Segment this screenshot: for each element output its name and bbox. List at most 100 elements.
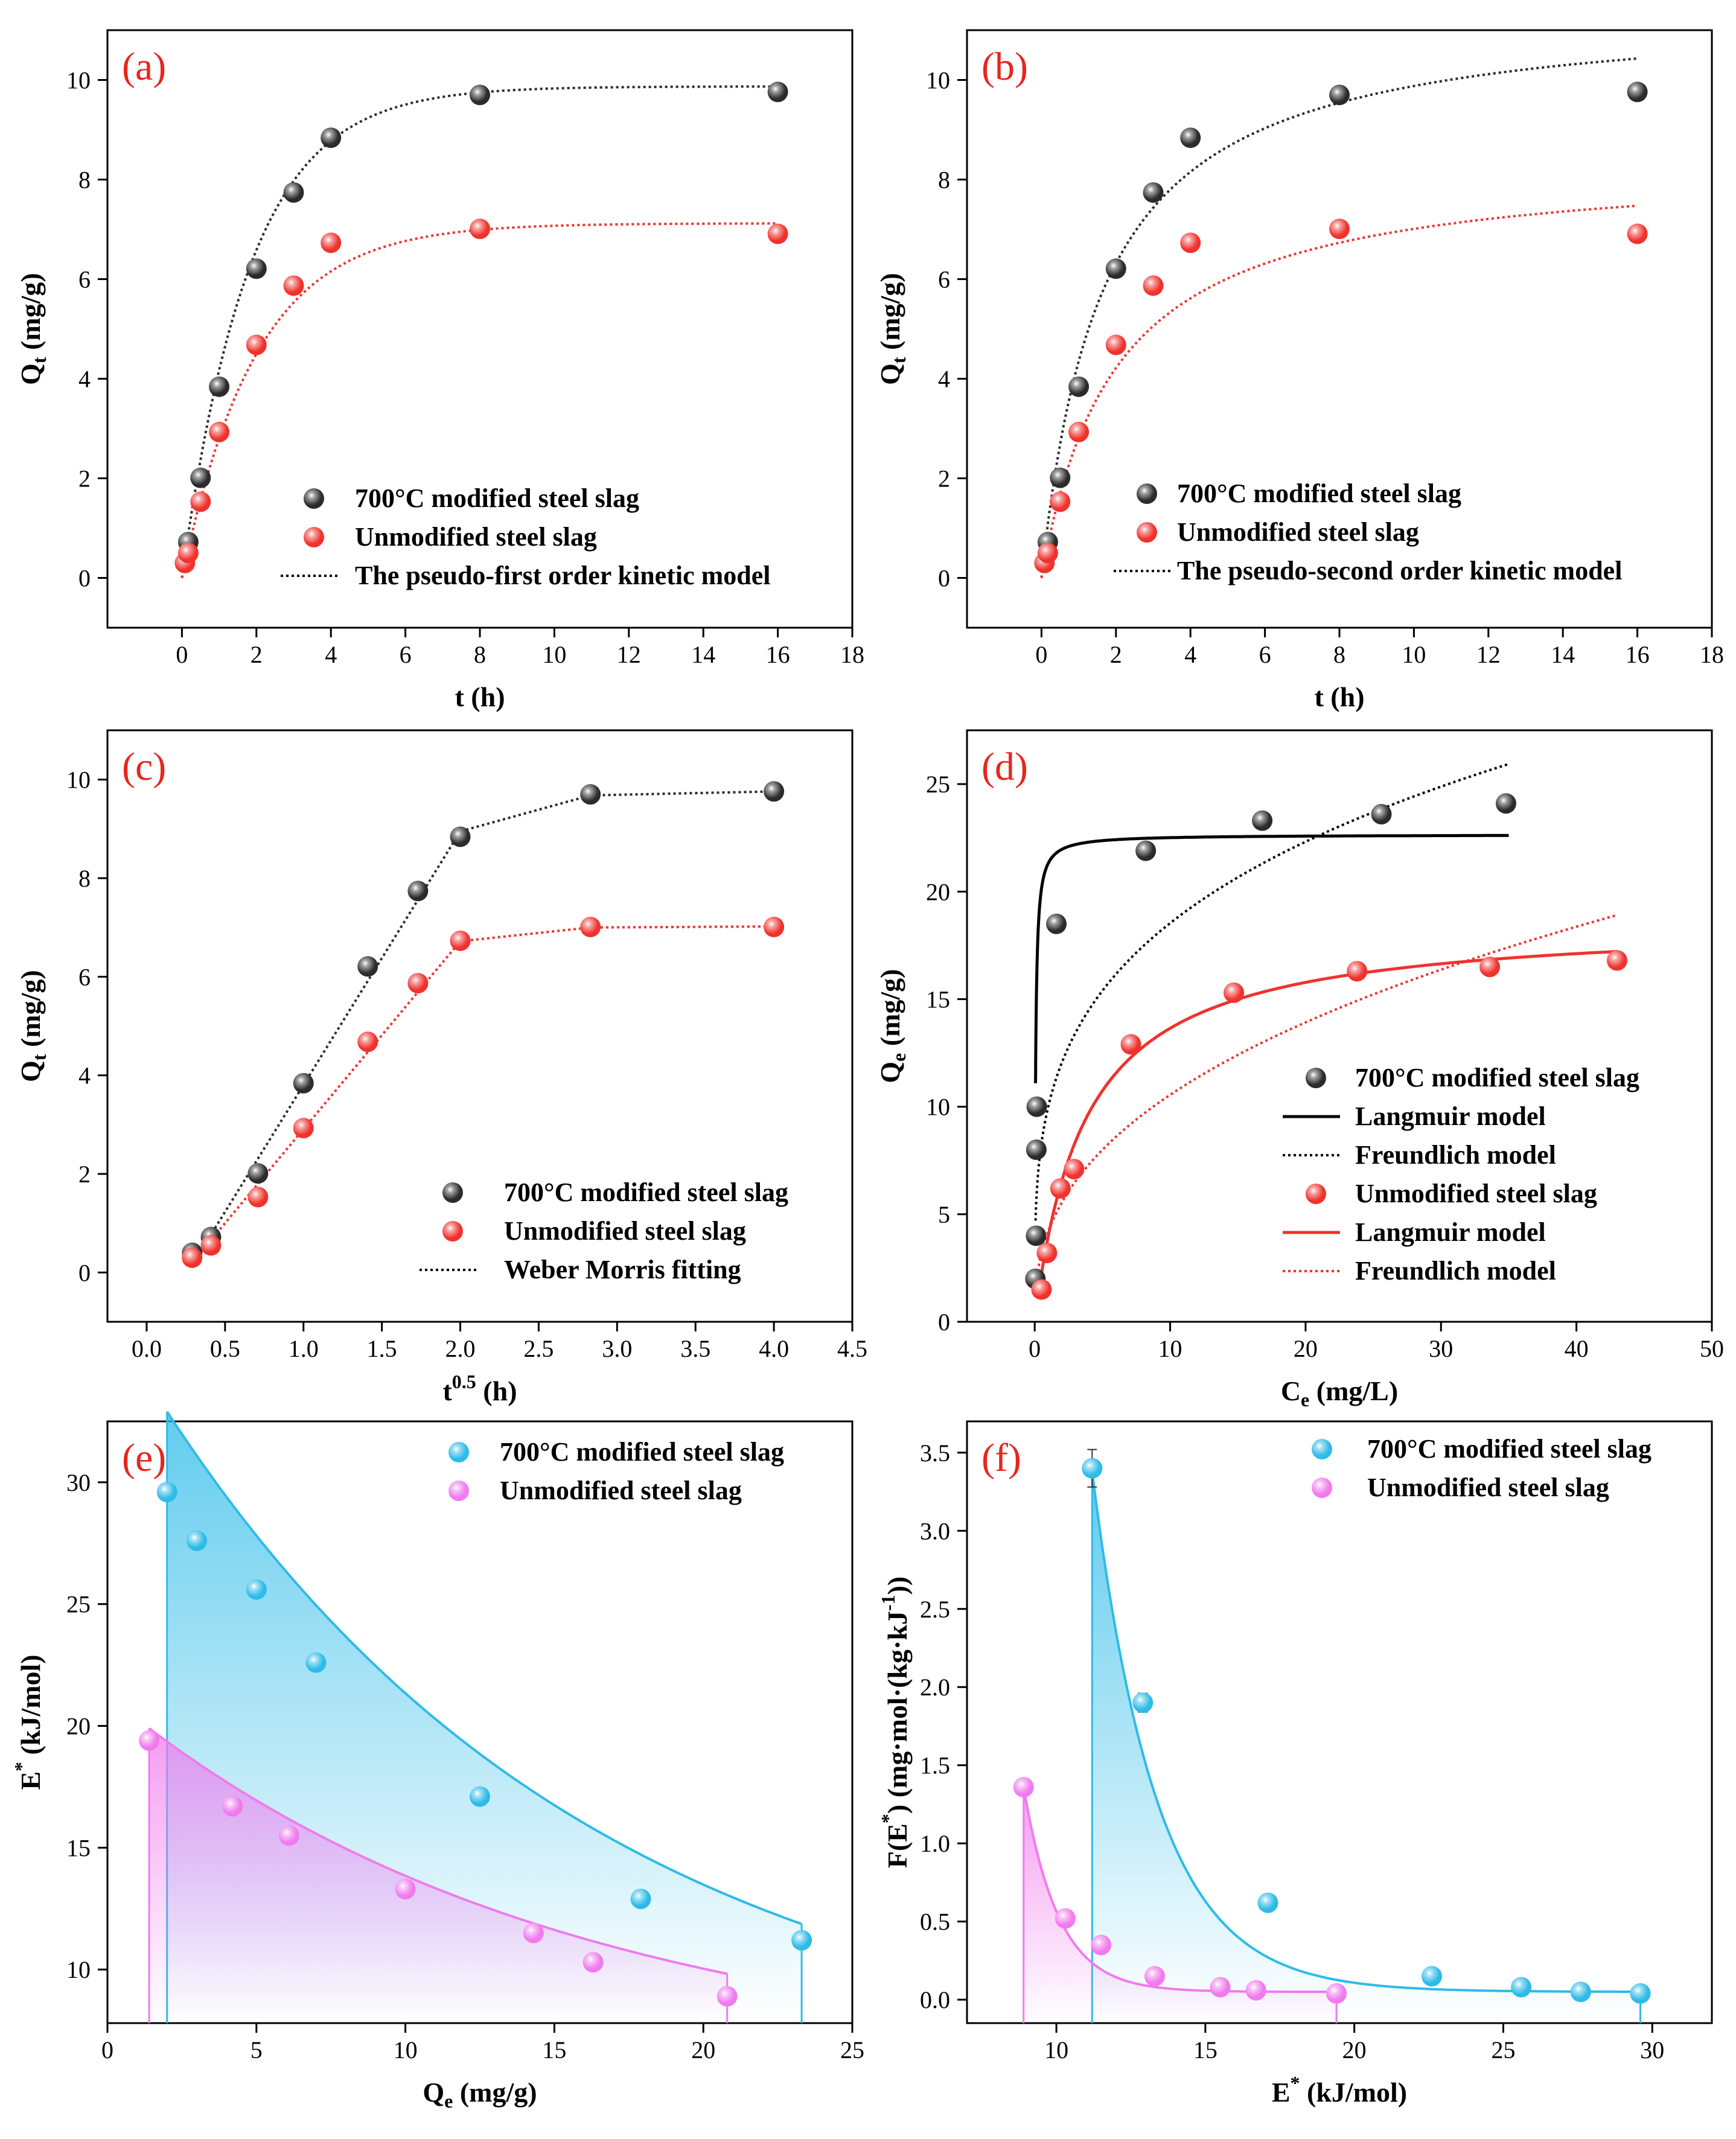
data-point	[764, 781, 785, 802]
data-point	[767, 81, 788, 103]
chart-panel-b: 0 2 4 6 8 10 12 14 16 18 0 2 4 6 8 10 t (h) Qt (mg/g) (b) 7…	[875, 29, 1724, 712]
legend-marker	[1306, 1184, 1326, 1204]
fit-curve	[148, 1727, 728, 1975]
data-point	[246, 1579, 267, 1600]
data-point	[1180, 127, 1201, 148]
legend-label: Unmodified steel slag	[504, 1216, 746, 1246]
x-tick-label: 10	[1044, 2036, 1068, 2064]
y-tick-label: 2	[78, 1161, 91, 1188]
x-axis-title: t0.5 (h)	[442, 1371, 517, 1406]
legend-marker	[448, 1442, 469, 1462]
data-point	[1050, 491, 1071, 512]
data-point	[470, 1786, 490, 1807]
data-point	[1135, 840, 1157, 861]
data-point	[283, 275, 304, 296]
legend-label: 700°C modified steel slag	[500, 1437, 784, 1467]
x-axis-title: E* (kJ/mol)	[1272, 2072, 1407, 2108]
data-point	[716, 1986, 738, 2007]
data-point	[1026, 1225, 1047, 1246]
x-tick-label: 8	[1333, 641, 1345, 668]
x-tick-label: 4	[1184, 641, 1196, 668]
y-tick-label: 0	[938, 1309, 950, 1336]
data-point	[1495, 793, 1516, 814]
x-tick-label: 10	[394, 2036, 418, 2064]
legend-label: 700°C modified steel slag	[504, 1178, 788, 1207]
legend-marker	[304, 527, 324, 547]
x-tick-label: 15	[1193, 2036, 1217, 2064]
x-tick-label: 14	[691, 641, 715, 668]
x-tick-label: 16	[766, 641, 790, 668]
fit-curve	[191, 925, 774, 1264]
data-point	[1143, 275, 1164, 296]
data-point	[1371, 803, 1392, 824]
x-axis-title: Ce (mg/L)	[1281, 1376, 1398, 1411]
x-tick-label: 12	[1476, 641, 1501, 668]
x-tick-label: 2	[251, 641, 263, 668]
data-point	[470, 218, 490, 240]
x-tick-label: 0.5	[210, 1335, 240, 1362]
y-tick-label: 15	[926, 986, 950, 1013]
chart-panel-d: 0 10 20 30 40 50 0 5 10 15 20 25 Ce (mg/L) Qe (mg/g) (…	[875, 729, 1724, 1411]
legend-label: 700°C modified steel slag	[1367, 1434, 1651, 1464]
legend-marker	[448, 1481, 469, 1501]
legend-label: Freundlich model	[1355, 1140, 1556, 1170]
legend-label: Unmodified steel slag	[500, 1476, 742, 1505]
y-tick-label: 0	[78, 565, 91, 592]
y-tick-label: 15	[66, 1834, 91, 1861]
legend-marker	[1306, 1068, 1326, 1088]
x-tick-label: 10	[1402, 641, 1426, 668]
x-tick-label: 25	[840, 2036, 864, 2064]
fit-area	[1092, 1471, 1641, 2023]
data-point	[1326, 1983, 1347, 2004]
plot-frame	[966, 1420, 1713, 2024]
y-tick-label: 10	[926, 1094, 950, 1121]
chart-panel-e: 0 5 10 15 20 25 10 15 20 25 30 Qe (mg/g) E* (kJ/mol)…	[10, 1411, 864, 2112]
plot-frame	[966, 729, 1713, 1323]
data-point	[200, 1235, 222, 1256]
y-tick-label: 6	[78, 266, 91, 293]
fit-curve	[1091, 1471, 1641, 1993]
data-point	[1105, 258, 1126, 279]
legend-marker	[1137, 483, 1157, 504]
y-tick-label: 0.5	[920, 1908, 950, 1936]
legend-label: 700°C modified steel slag	[1177, 479, 1461, 508]
y-tick-label: 10	[66, 767, 91, 794]
data-point	[1120, 1034, 1141, 1055]
panel-label: (d)	[981, 745, 1028, 789]
data-point	[523, 1922, 544, 1943]
fit-curve	[1034, 834, 1509, 1083]
data-point	[1347, 961, 1368, 982]
data-point	[293, 1073, 314, 1094]
data-point	[209, 376, 230, 397]
x-tick-label: 15	[542, 2036, 566, 2064]
panel-label: (e)	[122, 1436, 166, 1480]
y-tick-label: 2	[78, 465, 91, 493]
data-point	[187, 1530, 208, 1551]
y-tick-label: 2.5	[920, 1596, 950, 1623]
data-point	[767, 223, 788, 244]
data-point	[1223, 982, 1244, 1003]
data-point	[139, 1730, 160, 1751]
x-tick-label: 0	[101, 2036, 113, 2064]
data-point	[1031, 1279, 1052, 1300]
legend-marker	[1312, 1439, 1332, 1459]
y-tick-label: 20	[66, 1713, 91, 1740]
y-tick-label: 8	[78, 865, 91, 892]
y-axis-title: E* (kJ/mol)	[10, 1654, 46, 1790]
y-tick-label: 8	[78, 167, 91, 194]
x-tick-label: 4.5	[837, 1335, 867, 1362]
data-point	[1068, 376, 1090, 397]
legend-label: Unmodified steel slag	[1355, 1179, 1597, 1208]
legend-label: Langmuir model	[1355, 1217, 1546, 1247]
y-axis-title: Qt (mg/g)	[875, 273, 910, 385]
data-point	[1050, 467, 1071, 488]
data-point	[190, 467, 211, 488]
data-point	[1606, 950, 1627, 971]
x-axis-title: t (h)	[455, 681, 505, 712]
chart-panel-a: 0 2 4 6 8 10 12 14 16 18 0 2 4 6 8 10 t (h) Qt (mg/g) (a) 7…	[15, 29, 864, 712]
fit-curve	[191, 790, 774, 1266]
y-tick-label: 1.5	[920, 1752, 950, 1779]
x-tick-label: 3.0	[602, 1335, 632, 1362]
data-point	[580, 916, 601, 937]
x-tick-label: 0	[1035, 641, 1047, 668]
